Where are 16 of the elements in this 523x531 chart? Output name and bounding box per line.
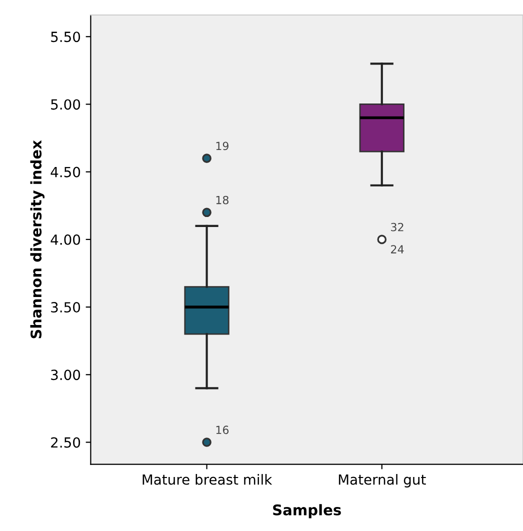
y-tick-label: 4.50 xyxy=(50,166,80,178)
y-tick-label: 2.50 xyxy=(51,437,80,448)
annotation: 19 xyxy=(216,142,228,150)
y-tick-label: 3.00 xyxy=(51,370,80,380)
y-axis-title: Shannon diversity index xyxy=(30,140,44,338)
y-tick-label: 5.00 xyxy=(51,99,80,110)
annotation: 24 xyxy=(391,245,404,254)
annotation: 16 xyxy=(216,426,229,434)
y-tick-label: 3.50 xyxy=(51,302,80,313)
y-tick-label: 5.50 xyxy=(51,32,80,42)
x-axis-title: Samples xyxy=(273,504,341,518)
annotation: 32 xyxy=(391,222,404,232)
y-tick-label: 4.00 xyxy=(50,234,80,245)
x-tick-label: Maternal gut xyxy=(338,474,426,488)
x-tick-label: Mature breast milk xyxy=(142,474,272,485)
annotation: 18 xyxy=(216,196,228,204)
